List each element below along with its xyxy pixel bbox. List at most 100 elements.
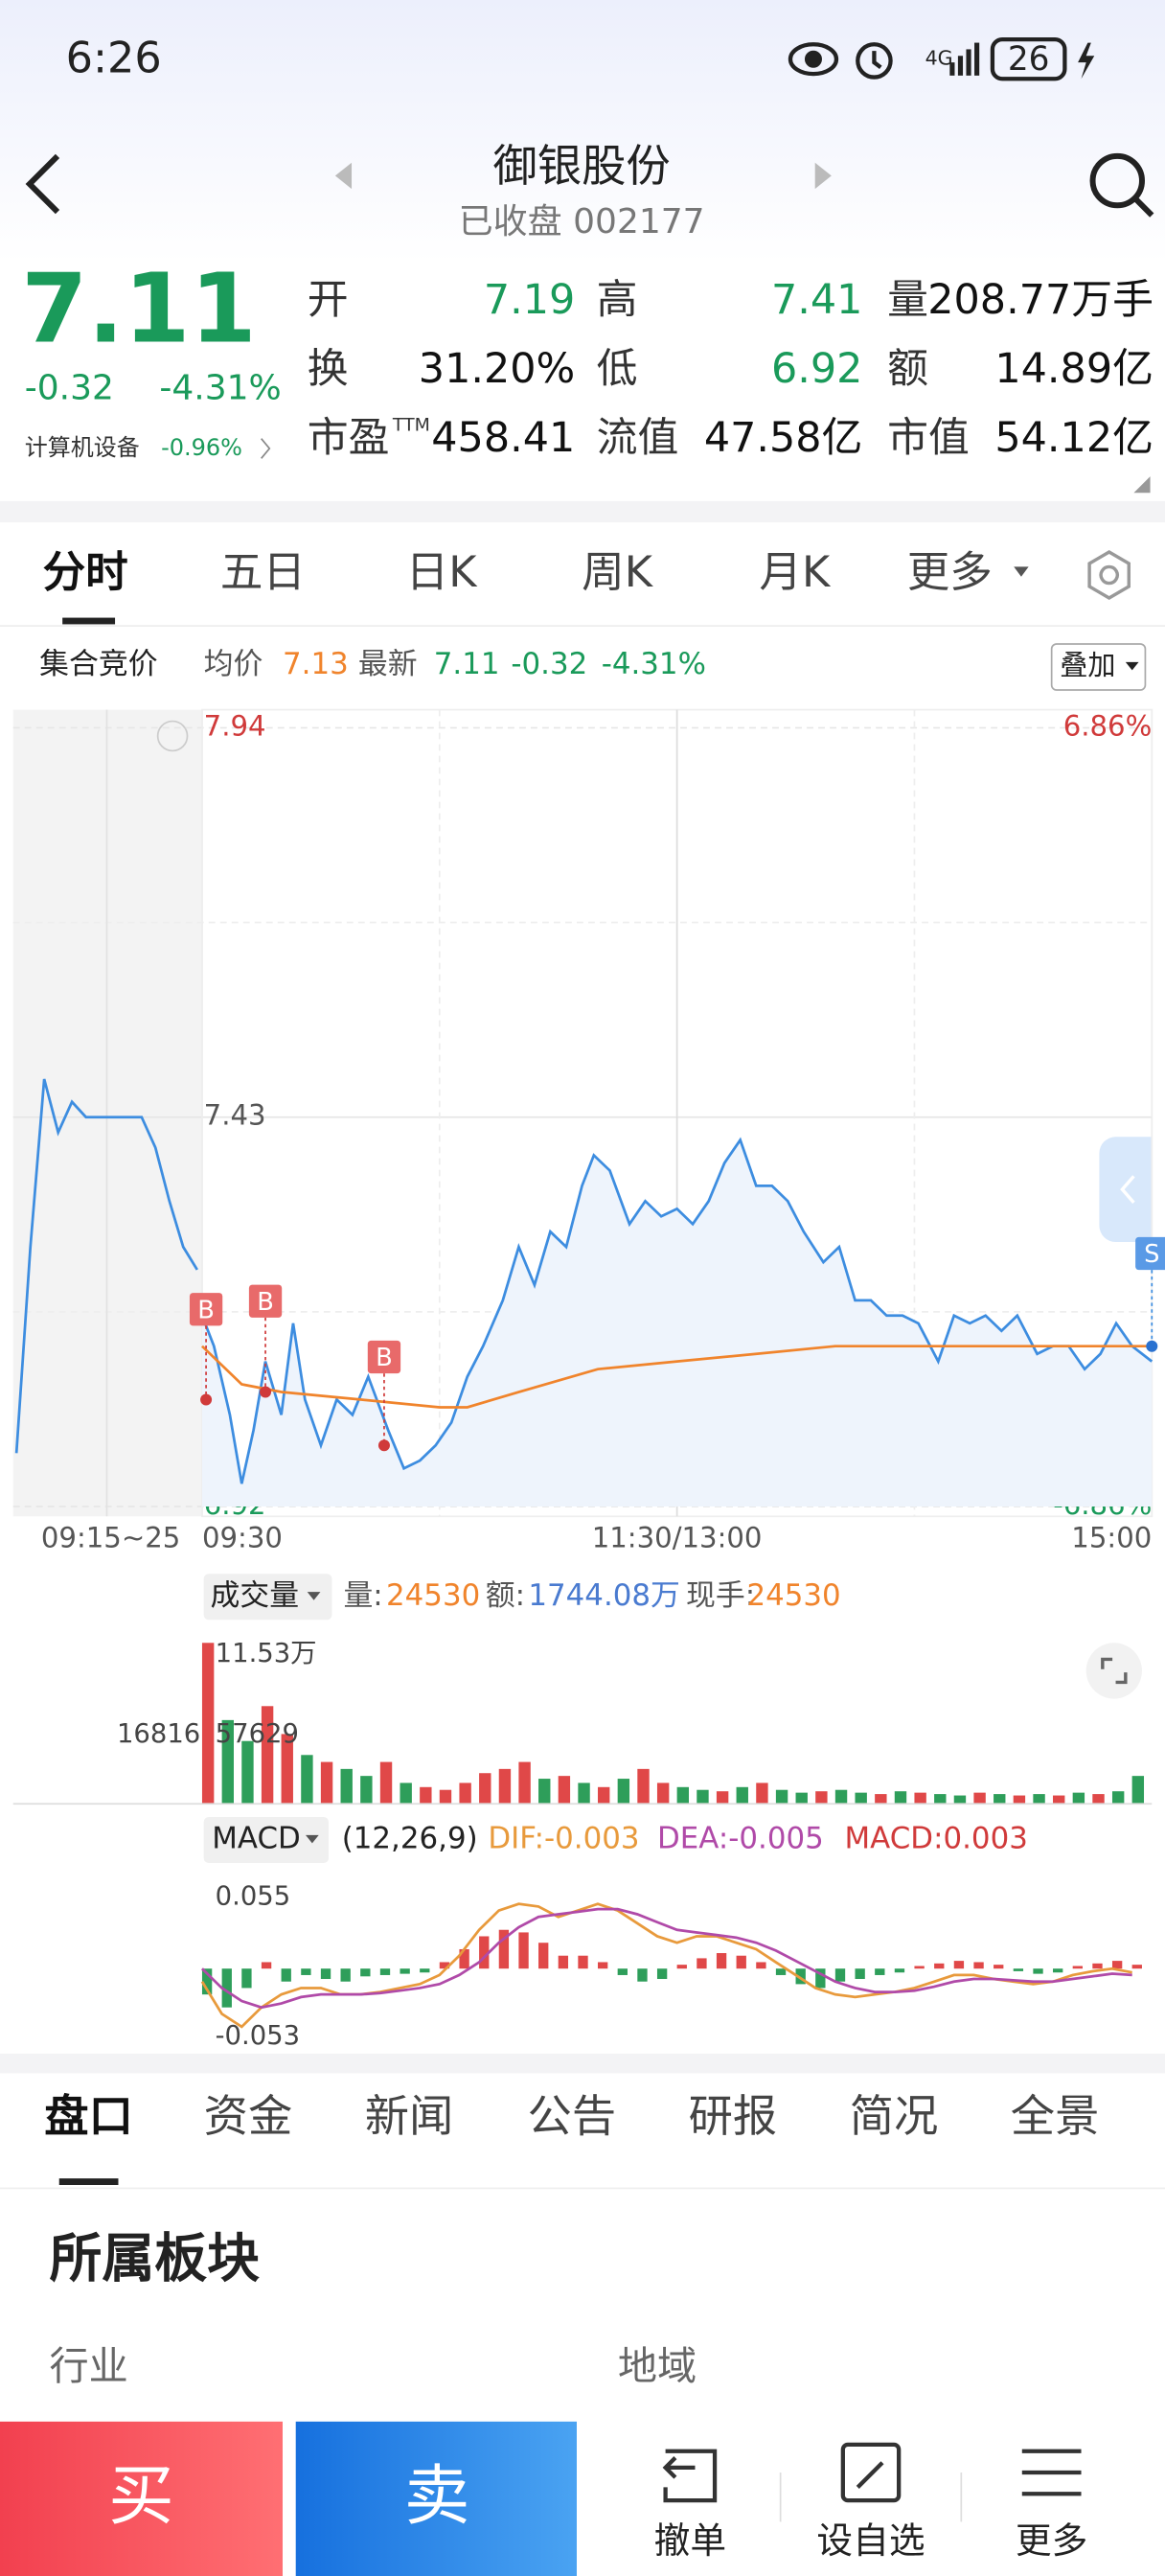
more-button[interactable]: 更多	[1016, 2519, 1087, 2562]
volume-bar	[1053, 1795, 1065, 1805]
macd-selector[interactable]	[203, 1817, 330, 1863]
bottom-icons	[662, 2442, 1082, 2503]
volume-bar	[1072, 1792, 1085, 1805]
fullscreen-icon	[1101, 1657, 1128, 1685]
macd-bar	[498, 1929, 510, 1969]
macd-bar	[775, 1968, 787, 1975]
macd-bar	[1072, 1966, 1083, 1969]
macd-bar	[875, 1968, 885, 1975]
stat-label: 换	[308, 345, 349, 393]
volume-bar	[578, 1782, 590, 1805]
stat-value: 31.20%	[419, 345, 575, 393]
sector[interactable]: 计算机设备	[25, 434, 140, 461]
macd-bar	[656, 1968, 668, 1979]
macd-bar	[201, 1968, 213, 1995]
chart-tab[interactable]: 五日	[220, 547, 306, 597]
volume-bar	[855, 1792, 867, 1805]
detail-tab[interactable]: 公告	[528, 2090, 617, 2142]
vol-info: 额:	[486, 1578, 525, 1613]
macd-title: MACD	[212, 1822, 301, 1856]
macd-line	[200, 1902, 1132, 2029]
side-arrow	[1120, 1175, 1135, 1204]
macd-bar	[1092, 1963, 1103, 1969]
expand[interactable]	[1133, 476, 1151, 494]
overlay-button[interactable]	[1050, 643, 1147, 691]
trade-point	[377, 1439, 390, 1452]
chart-tab[interactable]: 月K	[759, 547, 832, 597]
macd-bar	[716, 1953, 727, 1969]
tab-underline	[62, 617, 116, 625]
sell-button[interactable]	[295, 2421, 577, 2576]
volume-bar	[518, 1761, 531, 1805]
dropdown	[1014, 566, 1029, 577]
side-tab[interactable]	[1099, 1137, 1153, 1242]
macd-bar	[459, 1948, 469, 1969]
overlay-label: 叠加	[1060, 649, 1115, 681]
prev-stock[interactable]	[334, 162, 353, 190]
trade-label: B	[197, 1297, 215, 1325]
latest-label: 最新	[358, 647, 418, 681]
macd-bar	[973, 1962, 984, 1969]
macd-bar	[756, 1962, 766, 1969]
macd-bar	[815, 1968, 826, 1989]
detail-tab[interactable]: 新闻	[365, 2090, 454, 2142]
trade-badge	[189, 1293, 223, 1326]
volume-bar	[656, 1782, 670, 1805]
stat-sup: TTM	[392, 415, 430, 436]
detail-tab[interactable]: 资金	[204, 2090, 293, 2142]
dropdown	[307, 1592, 321, 1600]
price: 7.11	[21, 255, 256, 365]
vol-info: 现手:	[686, 1578, 755, 1613]
settings[interactable]	[1087, 550, 1131, 600]
chart-tab[interactable]: 分时	[43, 547, 128, 597]
volume-bar	[420, 1786, 432, 1805]
volume-selector[interactable]	[203, 1574, 332, 1621]
chart-tab[interactable]: 周K	[582, 547, 654, 597]
buy-button[interactable]	[0, 2421, 283, 2576]
macd-bar	[894, 1968, 905, 1973]
next-stock[interactable]	[814, 162, 832, 190]
volume-bar	[360, 1776, 373, 1805]
macd-bar	[855, 1968, 865, 1979]
fullscreen[interactable]	[1085, 1643, 1142, 1699]
back-button[interactable]	[25, 153, 60, 215]
detail-tab[interactable]: 研报	[689, 2090, 778, 2142]
detail-tab[interactable]: 全景	[1011, 2090, 1100, 2142]
watch-button[interactable]: 设自选	[816, 2519, 925, 2562]
volume-bar	[301, 1755, 313, 1805]
vol-info: 24530	[386, 1578, 480, 1613]
volume-bar	[241, 1740, 254, 1805]
stat-label: 开	[308, 276, 349, 324]
detail-tab[interactable]: 简况	[850, 2090, 939, 2142]
volume-bar	[598, 1786, 610, 1805]
x-tick-label: 11:30/13:00	[592, 1521, 763, 1553]
sell-label: 卖	[404, 2458, 470, 2535]
volume-bar	[1033, 1794, 1045, 1805]
search-button[interactable]	[1089, 152, 1154, 218]
macd-bar	[301, 1968, 311, 1975]
chart-tab[interactable]: 日K	[406, 547, 479, 597]
macd-bar	[420, 1968, 430, 1973]
volume-bar	[1111, 1791, 1125, 1805]
detail-tab[interactable]: 盘口	[44, 2090, 133, 2142]
volume-bar	[281, 1734, 293, 1805]
macd-bar	[1053, 1968, 1063, 1973]
volume-bar	[1131, 1776, 1145, 1805]
volume-bar	[716, 1791, 729, 1805]
price-area	[201, 1139, 1153, 1506]
help[interactable]	[156, 720, 189, 752]
cancel-button[interactable]: 撤单	[654, 2519, 726, 2562]
volume-bar	[479, 1773, 491, 1805]
vol-info: 量:	[343, 1578, 382, 1613]
volume-bar	[834, 1789, 848, 1805]
trade-label: B	[376, 1344, 393, 1372]
y-tick-label: 7.94	[204, 709, 266, 742]
vol-info: 24530	[747, 1578, 841, 1613]
chart-tab[interactable]: 更多	[907, 547, 993, 597]
trade-label: S	[1144, 1240, 1159, 1269]
latest-value: 7.11	[434, 647, 500, 681]
volume-bar	[775, 1789, 788, 1805]
change-pct: -4.31%	[159, 368, 281, 407]
volume-bar	[459, 1782, 471, 1805]
sector-pct: -0.96%	[161, 434, 242, 461]
